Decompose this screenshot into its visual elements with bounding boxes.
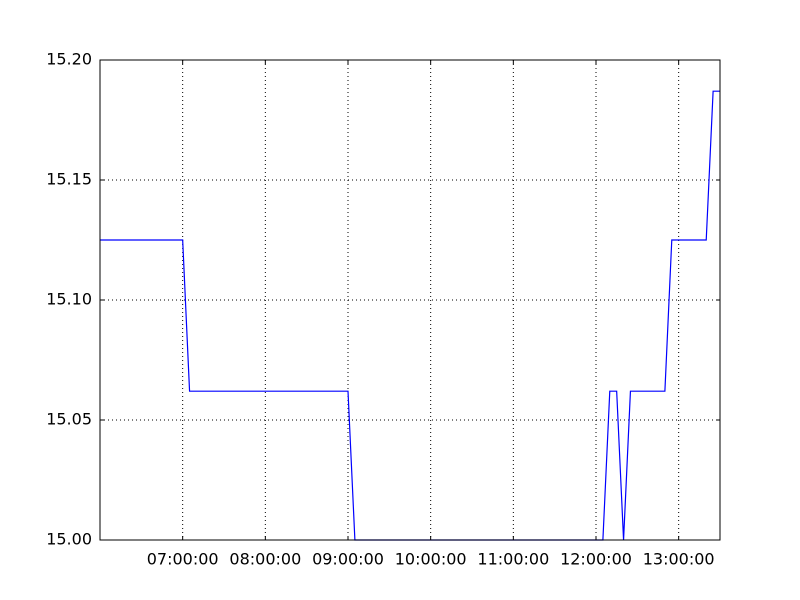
x-tick-label: 11:00:00 bbox=[477, 550, 549, 569]
x-tick-label: 08:00:00 bbox=[229, 550, 301, 569]
x-axis-tick-labels: 07:00:00 08:00:00 09:00:00 10:00:00 11:00:00… bbox=[147, 550, 715, 569]
grid bbox=[100, 60, 720, 540]
x-tick-label: 09:00:00 bbox=[312, 550, 384, 569]
y-tick-label: 15.20 bbox=[46, 50, 92, 69]
y-axis-tick-labels: 15.00 15.05 15.10 15.15 15.20 bbox=[46, 50, 92, 549]
y-tick-label: 15.10 bbox=[46, 290, 92, 309]
series-line bbox=[100, 90, 720, 541]
tick-marks bbox=[100, 59, 720, 541]
x-tick-label: 13:00:00 bbox=[643, 550, 715, 569]
y-tick-label: 15.15 bbox=[46, 170, 92, 189]
y-tick-label: 15.05 bbox=[46, 410, 92, 429]
x-tick-label: 07:00:00 bbox=[147, 550, 219, 569]
series-layer bbox=[100, 90, 720, 541]
y-tick-label: 15.00 bbox=[46, 530, 92, 549]
x-tick-label: 12:00:00 bbox=[560, 550, 632, 569]
x-tick-label: 10:00:00 bbox=[395, 550, 467, 569]
